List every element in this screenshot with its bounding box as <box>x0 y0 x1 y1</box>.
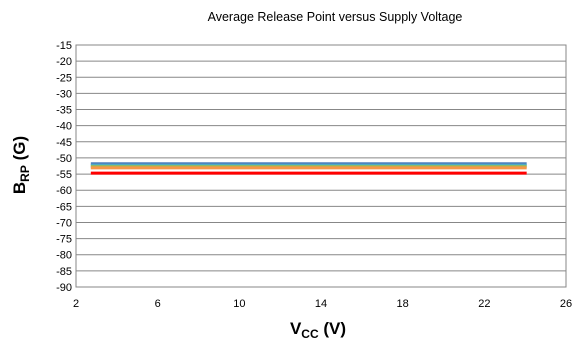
x-axis-label-main: V <box>290 319 302 338</box>
y-tick-label: -90 <box>56 282 72 294</box>
y-axis-label-sub: RP <box>18 165 32 182</box>
series-lines <box>90 162 527 175</box>
x-tick-label: 2 <box>73 298 79 310</box>
x-tick-label: 18 <box>397 298 409 310</box>
chart-title: Average Release Point versus Supply Volt… <box>208 10 463 24</box>
y-tick-label: -70 <box>56 217 72 229</box>
x-tick-label: 22 <box>478 298 490 310</box>
y-tick-label: -65 <box>56 201 72 213</box>
x-tick-labels: 2 6 10 14 18 22 26 <box>73 298 572 310</box>
x-tick-label: 14 <box>315 298 327 310</box>
plot-area <box>75 44 567 288</box>
y-tick-label: -85 <box>56 266 72 278</box>
x-tick-label: 6 <box>155 298 161 310</box>
y-tick-label: -75 <box>56 234 72 246</box>
y-tick-label: -35 <box>56 105 72 117</box>
y-tick-label: -30 <box>56 88 72 100</box>
y-axis-label-unit: (G) <box>10 136 29 165</box>
y-tick-label: -45 <box>56 137 72 149</box>
x-axis-label-unit: (V) <box>319 319 346 338</box>
y-tick-label: -55 <box>56 169 72 181</box>
y-tick-label: -40 <box>56 121 72 133</box>
y-axis-label: BRP (G) <box>10 136 32 194</box>
x-tick-label: 10 <box>233 298 245 310</box>
y-tick-label: -25 <box>56 72 72 84</box>
x-tick-label: 26 <box>560 298 572 310</box>
x-axis-label-sub: CC <box>301 327 319 341</box>
y-tick-label: -80 <box>56 250 72 262</box>
y-tick-label: -60 <box>56 185 72 197</box>
y-tick-label: -15 <box>56 40 72 52</box>
y-tick-label: -20 <box>56 56 72 68</box>
gridlines <box>76 44 566 288</box>
y-tick-labels: -15 -20 -25 -30 -35 -40 -45 -50 -55 -60 -65 -70 -75 -… <box>56 40 72 294</box>
y-tick-label: -50 <box>56 153 72 165</box>
y-axis-label-main: B <box>10 182 29 194</box>
x-axis-label: VCC (V) <box>290 319 346 341</box>
